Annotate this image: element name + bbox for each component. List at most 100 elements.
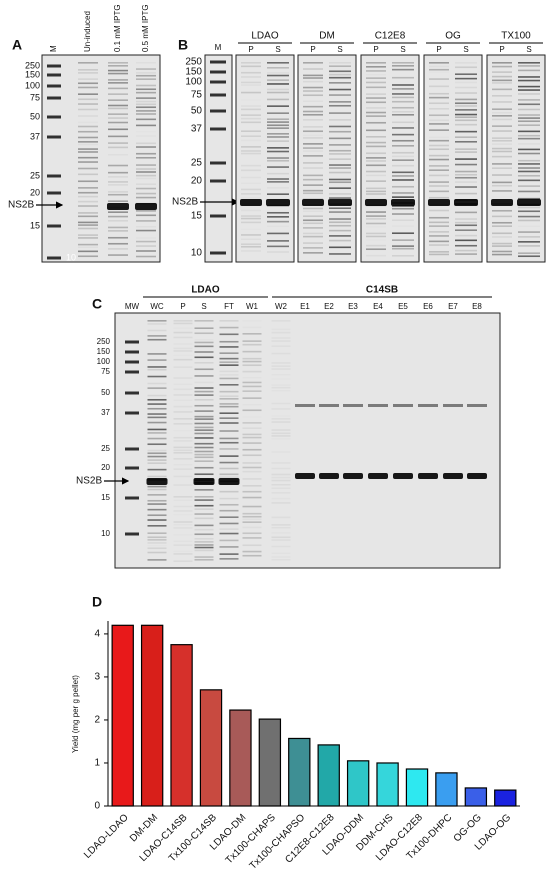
gel-band: [78, 195, 98, 198]
gel-band: [329, 207, 351, 210]
gel-band: [194, 429, 214, 431]
label: 10: [101, 529, 110, 538]
label: 100: [25, 80, 40, 90]
label: M: [49, 45, 58, 52]
gel-band: [492, 225, 512, 227]
label: M: [215, 43, 222, 52]
gel-band: [302, 199, 324, 206]
gel-band: [518, 79, 540, 82]
gel-band: [429, 62, 449, 64]
gel-band: [429, 107, 449, 110]
gel-band: [194, 446, 214, 449]
gel-band: [219, 403, 239, 405]
gel-band: [241, 76, 261, 78]
gel-band: [242, 390, 262, 392]
gel-band: [366, 226, 386, 228]
gel-band: [271, 421, 291, 423]
label: TX100: [501, 31, 531, 42]
bar: [317, 744, 340, 807]
gel-band: [173, 320, 193, 322]
gel-band: [366, 97, 386, 99]
gel-band: [108, 219, 128, 222]
gel-band: [241, 130, 261, 133]
label: Yield (mg per g pellet): [71, 675, 80, 753]
gel-band: [194, 489, 214, 491]
gel-band: [366, 197, 386, 199]
gel-band: [242, 554, 262, 557]
gel-band: [303, 189, 323, 192]
gel-band: [108, 117, 128, 119]
label: D: [92, 594, 102, 610]
gel-band: [492, 101, 512, 103]
label: LDAO: [191, 285, 220, 296]
gel-band: [219, 397, 239, 400]
gel-band: [329, 164, 351, 166]
gel-band: [267, 240, 289, 242]
gel-band: [243, 527, 262, 529]
gel-band: [147, 366, 167, 368]
gel-band: [174, 506, 193, 508]
gel-band: [303, 130, 323, 133]
gel-band: [392, 159, 414, 161]
gel-band: [108, 99, 128, 101]
gel-band: [78, 161, 98, 163]
gel-band: [266, 199, 290, 206]
label: P: [499, 45, 504, 54]
gel-band: [329, 70, 351, 73]
gel-band: [147, 547, 167, 550]
gel-band: [241, 152, 261, 155]
bar: [229, 709, 252, 807]
gel-band: [329, 119, 351, 121]
gel-band: [241, 234, 261, 236]
gel-band: [47, 96, 61, 100]
gel-band: [518, 197, 540, 200]
gel-band: [219, 370, 239, 373]
gel-band: [492, 108, 512, 111]
gel-band: [241, 210, 261, 212]
gel-band: [174, 527, 193, 529]
label: NS2B: [76, 476, 102, 487]
gel-band: [242, 422, 262, 424]
gel-band: [108, 121, 128, 124]
gel-band: [210, 60, 226, 64]
gel-band: [455, 105, 477, 107]
gel-band: [429, 96, 449, 99]
gel-band: [243, 416, 262, 418]
gel-band: [271, 365, 291, 367]
gel-band: [241, 121, 261, 124]
gel-band: [147, 338, 167, 341]
gel-band: [366, 248, 386, 251]
gel-band: [518, 76, 540, 78]
gel-band: [329, 73, 351, 76]
label: 150: [97, 347, 111, 356]
gel-band: [392, 144, 414, 147]
gel-band: [518, 225, 540, 227]
gel-band: [125, 360, 139, 364]
gel-band: [518, 130, 540, 133]
gel-band: [272, 532, 291, 534]
gel-band: [455, 181, 477, 183]
gel-band: [108, 72, 128, 75]
gel-band: [267, 133, 289, 135]
gel-band: [108, 184, 128, 186]
gel-band: [455, 123, 477, 126]
gel-band: [147, 421, 167, 424]
gel-band: [329, 253, 351, 255]
gel-band: [194, 410, 214, 412]
gel-band: [242, 466, 262, 469]
gel-band: [173, 418, 193, 420]
gel-band: [242, 397, 262, 399]
gel-band: [195, 339, 214, 341]
gel-band: [267, 88, 289, 91]
gel-band: [492, 115, 512, 117]
label: S: [201, 302, 206, 311]
gel-band: [429, 144, 449, 147]
gel-band: [429, 85, 449, 88]
gel-band: [108, 236, 128, 239]
gel-band: [295, 404, 315, 407]
gel-band: [303, 178, 323, 181]
gel-band: [492, 139, 512, 142]
gel-band: [271, 479, 291, 482]
gel-band: [329, 211, 351, 213]
gel-band: [174, 389, 193, 391]
